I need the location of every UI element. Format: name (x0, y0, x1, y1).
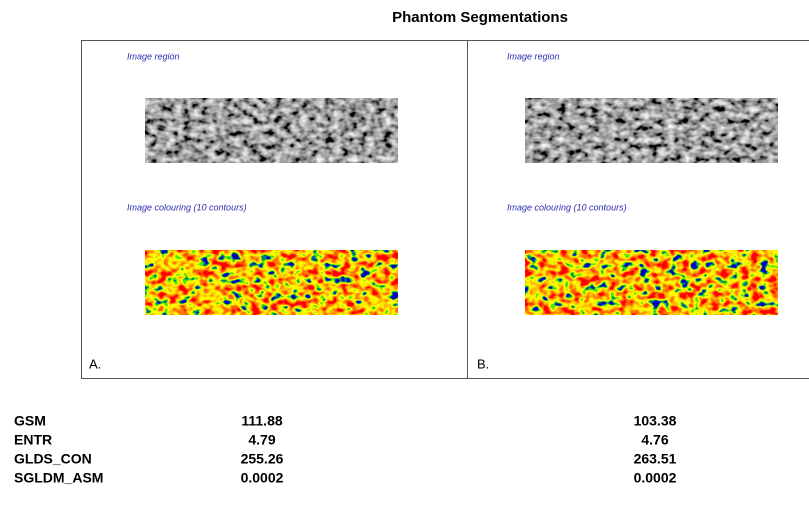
colouring-image (525, 250, 778, 315)
metric-value: 4.79 (248, 432, 275, 448)
metric-value: 263.51 (634, 451, 677, 467)
colouring-caption: Image colouring (10 contours) (127, 202, 247, 212)
panel-label: B. (477, 356, 489, 371)
metric-value: 4.76 (641, 432, 668, 448)
region-image (525, 98, 778, 163)
metrics-table: GSM 111.88 103.38 ENTR 4.79 4.76 GLDS_CON 255.2… (14, 413, 677, 486)
colouring-caption: Image colouring (10 contours) (507, 202, 627, 212)
region-caption: Image region (507, 51, 560, 61)
metric-value: 111.88 (241, 413, 282, 429)
region-image (145, 98, 398, 163)
metric-value: 0.0002 (634, 470, 677, 486)
panel-frame (467, 40, 809, 379)
metric-value: 103.38 (634, 413, 677, 429)
metric-value: 255.26 (241, 451, 284, 467)
metric-value: 0.0002 (241, 470, 284, 486)
region-caption: Image region (127, 51, 180, 61)
metric-name: GLDS_CON (14, 451, 92, 467)
figure-title: Phantom Segmentations (392, 9, 568, 26)
colouring-image (145, 250, 398, 315)
metric-name: GSM (14, 413, 46, 429)
metric-name: SGLDM_ASM (14, 470, 103, 486)
panel-label: A. (89, 356, 101, 371)
metric-name: ENTR (14, 432, 52, 448)
